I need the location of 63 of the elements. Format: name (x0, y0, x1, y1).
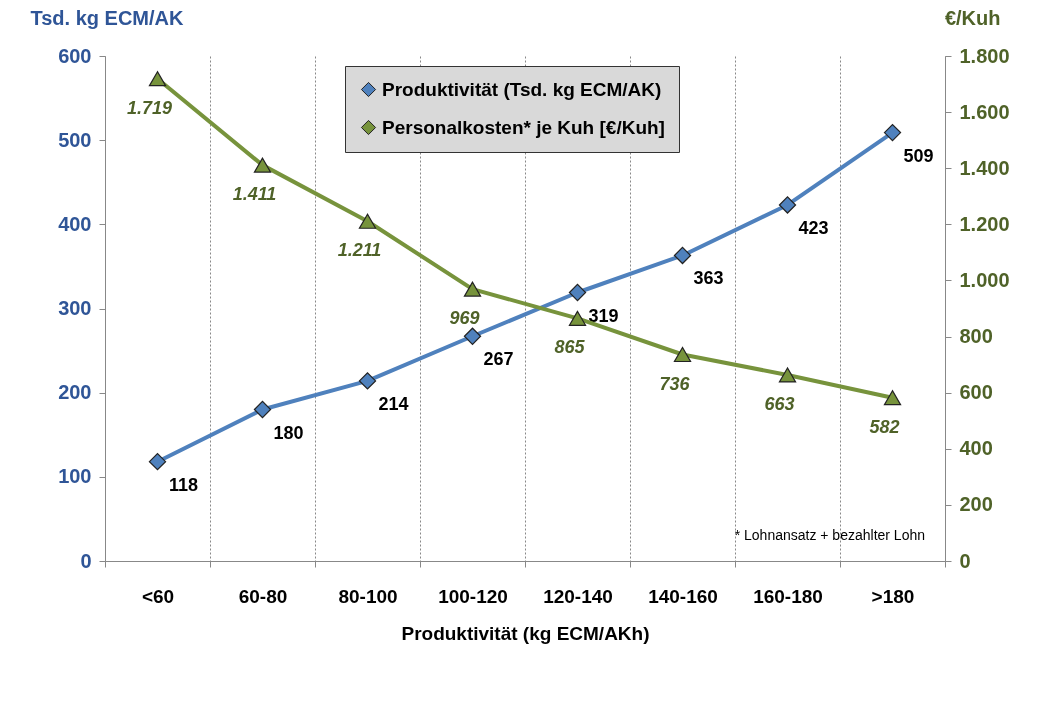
data-label: 865 (554, 337, 586, 358)
x-tick-label: 140-160 (648, 585, 718, 607)
point (778, 367, 797, 383)
point (463, 327, 482, 345)
data-label: 118 (168, 474, 199, 495)
point (358, 372, 377, 390)
point (253, 157, 272, 173)
data-label: 736 (659, 373, 691, 394)
y2-tick-label: 0 (959, 549, 971, 572)
x-tick-label: 100-120 (438, 585, 508, 607)
point (568, 283, 587, 302)
data-label: 267 (483, 349, 514, 370)
point (148, 453, 167, 471)
data-label: 969 (449, 308, 480, 329)
legend-label: Personalkosten* je Kuh [€/Kuh] (382, 116, 665, 138)
y2-tick-label: 1.200 (959, 212, 1010, 235)
x-axis-title: Produktivität (kg ECM/AKh) (401, 622, 650, 644)
y2-tick-label: 600 (959, 381, 993, 404)
data-label: 509 (903, 145, 934, 166)
y2-tick-label: 1.400 (959, 156, 1010, 179)
y2-tick-label: 400 (959, 437, 993, 460)
x-tick-label: 60-80 (238, 585, 288, 607)
point (883, 123, 902, 142)
data-label: 582 (869, 416, 900, 437)
y-tick-label: 500 (58, 128, 92, 151)
data-label: 1.411 (232, 184, 277, 205)
y-tick-label: 0 (80, 549, 92, 572)
data-label: 1.211 (337, 240, 382, 261)
point (568, 310, 587, 326)
y2-axis-title: €/Kuh (944, 6, 1001, 29)
data-label: 363 (693, 268, 724, 289)
y2-tick-label: 1.600 (959, 100, 1010, 123)
annotation: * Lohnansatz + bezahlter Lohn (734, 527, 925, 543)
data-label: 214 (378, 393, 409, 414)
y-tick-label: 200 (58, 381, 92, 404)
point (673, 346, 692, 363)
x-tick-label: >180 (871, 585, 915, 607)
point (148, 71, 167, 87)
data-label: 423 (798, 217, 829, 238)
x-tick-label: 80-100 (338, 585, 398, 607)
data-label: 180 (273, 422, 304, 443)
y2-tick-label: 200 (959, 493, 993, 516)
y-tick-label: 400 (58, 212, 92, 235)
point (883, 390, 902, 406)
x-tick-label: <60 (141, 585, 175, 607)
legend-label: Produktivität (Tsd. kg ECM/AK) (382, 78, 662, 100)
data-label: 319 (588, 305, 619, 326)
y2-tick-label: 1.800 (959, 44, 1010, 67)
y2-tick-label: 800 (959, 325, 993, 348)
y-tick-label: 100 (58, 465, 92, 488)
point (358, 213, 377, 229)
data-label: 663 (764, 393, 795, 414)
x-tick-label: 120-140 (543, 585, 613, 607)
data-label: 1.719 (126, 97, 173, 118)
y-tick-label: 300 (58, 297, 92, 319)
point (463, 281, 482, 297)
point (673, 246, 692, 265)
x-tick-label: 160-180 (753, 585, 823, 607)
point (253, 400, 272, 419)
y2-tick-label: 1.000 (959, 268, 1010, 291)
y-tick-label: 600 (58, 44, 92, 67)
y-axis-title: Tsd. kg ECM/AK (30, 6, 185, 29)
point (778, 196, 797, 214)
